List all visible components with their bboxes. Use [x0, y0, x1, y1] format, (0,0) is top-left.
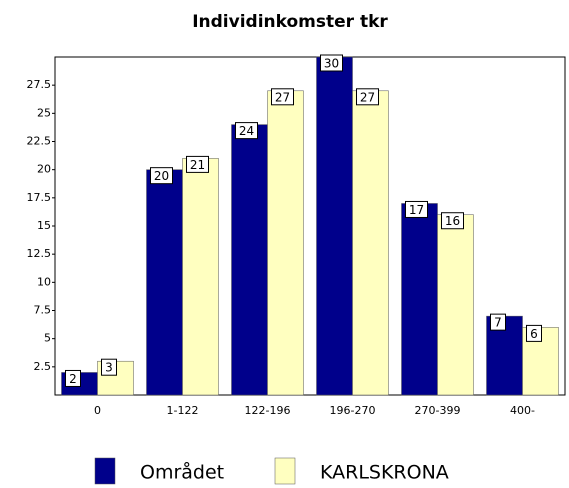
data-label: 3: [105, 361, 113, 375]
data-label-box: [65, 369, 81, 387]
x-tick-label: 400-: [510, 404, 535, 417]
data-label-box: [441, 212, 464, 230]
bar: [267, 90, 304, 396]
bar: [146, 169, 183, 396]
data-label: 16: [445, 214, 460, 228]
data-label: 17: [409, 203, 424, 217]
y-tick-label: 20: [37, 163, 51, 176]
data-label: 30: [324, 57, 339, 71]
data-label-box: [320, 54, 343, 72]
data-label: 2: [69, 372, 77, 386]
y-tick-label: 25: [37, 106, 51, 119]
y-tick-label: 10: [37, 275, 51, 288]
x-tick-label: 122-196: [245, 404, 291, 417]
data-label-box: [526, 324, 542, 342]
data-label: 6: [530, 327, 538, 341]
bar: [352, 90, 389, 396]
y-tick-label: 12.5: [27, 247, 52, 260]
x-tick-label: 0: [94, 404, 101, 417]
data-label-box: [101, 358, 117, 376]
data-label: 27: [360, 90, 375, 104]
y-tick-label: 2.5: [34, 360, 52, 373]
x-tick-label: 270-399: [415, 404, 461, 417]
bar: [437, 214, 474, 396]
data-label: 20: [154, 169, 169, 183]
bar: [316, 56, 353, 396]
data-label: 7: [494, 316, 502, 330]
data-label-box: [150, 167, 173, 185]
bar: [231, 124, 268, 396]
data-label-box: [490, 313, 506, 331]
data-label-box: [186, 155, 209, 173]
legend-swatch: [94, 457, 116, 485]
y-tick-label: 5: [44, 332, 51, 345]
legend-label: KARLSKRONA: [320, 462, 449, 484]
legend-label: Området: [140, 461, 224, 484]
data-label: 24: [239, 124, 254, 138]
y-tick-label: 22.5: [27, 135, 52, 148]
x-tick-label: 1-122: [167, 404, 199, 417]
data-label-box: [235, 122, 258, 140]
y-tick-label: 17.5: [27, 191, 52, 204]
y-tick-label: 15: [37, 219, 51, 232]
x-tick-label: 196-270: [330, 404, 376, 417]
data-label-box: [356, 88, 379, 106]
data-label: 21: [190, 158, 205, 172]
chart-title: Individinkomster tkr: [192, 12, 388, 32]
y-tick-label: 27.5: [27, 78, 52, 91]
legend-swatch: [274, 457, 296, 485]
data-label: 27: [275, 90, 290, 104]
bar: [182, 158, 219, 396]
y-tick-label: 7.5: [34, 304, 52, 317]
data-label-box: [405, 200, 428, 218]
bar: [401, 203, 438, 396]
data-label-box: [271, 88, 294, 106]
